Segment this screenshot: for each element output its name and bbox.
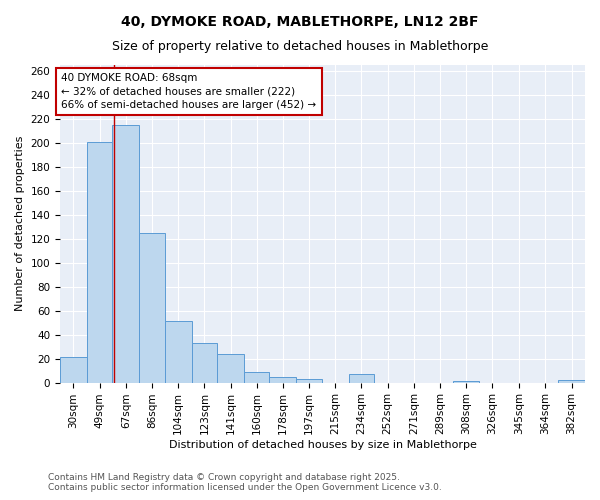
Bar bbox=[244, 372, 269, 382]
X-axis label: Distribution of detached houses by size in Mablethorpe: Distribution of detached houses by size … bbox=[169, 440, 476, 450]
Bar bbox=[217, 354, 244, 382]
Bar bbox=[558, 380, 585, 382]
Bar bbox=[87, 142, 112, 382]
Y-axis label: Number of detached properties: Number of detached properties bbox=[15, 136, 25, 312]
Bar bbox=[349, 374, 374, 382]
Bar bbox=[296, 379, 322, 382]
Bar bbox=[165, 322, 191, 382]
Text: Contains HM Land Registry data © Crown copyright and database right 2025.
Contai: Contains HM Land Registry data © Crown c… bbox=[48, 473, 442, 492]
Text: 40 DYMOKE ROAD: 68sqm
← 32% of detached houses are smaller (222)
66% of semi-det: 40 DYMOKE ROAD: 68sqm ← 32% of detached … bbox=[61, 74, 317, 110]
Bar bbox=[269, 376, 296, 382]
Bar bbox=[191, 343, 217, 382]
Bar bbox=[112, 125, 139, 382]
Bar bbox=[60, 358, 87, 382]
Text: Size of property relative to detached houses in Mablethorpe: Size of property relative to detached ho… bbox=[112, 40, 488, 53]
Bar bbox=[139, 233, 165, 382]
Text: 40, DYMOKE ROAD, MABLETHORPE, LN12 2BF: 40, DYMOKE ROAD, MABLETHORPE, LN12 2BF bbox=[121, 15, 479, 29]
